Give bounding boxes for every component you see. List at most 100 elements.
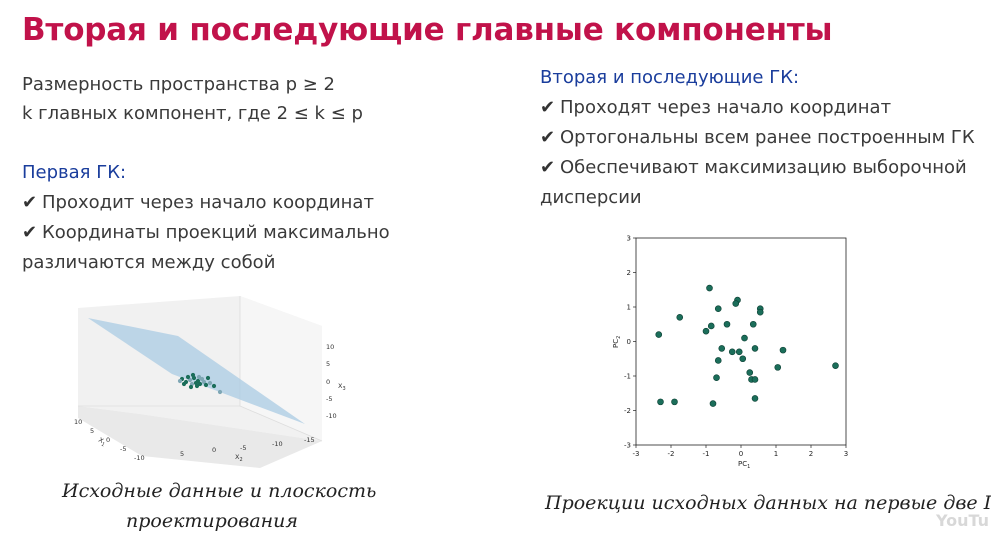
later-pc-item-2-text: Ортогональны всем ранее построенным ГК <box>560 127 975 148</box>
y-tick-label: -3 <box>624 442 631 450</box>
z-tick: -10 <box>326 412 337 420</box>
point-3d <box>181 381 187 387</box>
floor-pane <box>78 406 322 468</box>
data-point <box>707 322 715 330</box>
data-point <box>714 357 722 364</box>
dimension-text: Размерность пространства p ≥ 2 <box>22 74 335 95</box>
y-tick-label: -1 <box>624 373 631 381</box>
y-tick-label: -2 <box>624 407 631 415</box>
x-axis-label: PC1 <box>738 460 750 470</box>
x-tick-label: 3 <box>844 450 848 458</box>
data-point <box>746 369 754 376</box>
data-points <box>655 284 839 407</box>
x-tick-label: -2 <box>668 450 675 458</box>
point-3d <box>194 383 200 389</box>
data-point <box>749 320 757 328</box>
first-pc-item-2-text: Координаты проекций максимально <box>42 222 390 243</box>
later-pc-item-1-text: Проходят через начало координат <box>560 97 892 118</box>
first-pc-item-2-cont: различаются между собой <box>22 252 276 273</box>
components-count-text: k главных компонент, где 2 ≤ k ≤ p <box>22 103 363 124</box>
data-point <box>741 334 748 342</box>
data-point <box>671 398 678 406</box>
point-3d <box>205 375 211 381</box>
page-title: Вторая и последующие главные компоненты <box>22 12 833 48</box>
z-axis-label: X3 <box>338 382 346 392</box>
later-pc-item-2: ✔ Ортогональны всем ранее построенным ГК <box>540 123 975 153</box>
data-point <box>735 348 743 356</box>
point-3d <box>197 381 203 387</box>
x1-tick: 5 <box>90 427 94 435</box>
x1-tick: 0 <box>106 436 110 444</box>
check-icon: ✔ <box>22 222 38 243</box>
projection-plane <box>88 318 305 424</box>
youtube-watermark: YouTu <box>935 511 989 530</box>
x1-tick: -5 <box>120 445 126 453</box>
projection-plane-3d-plot: 10 5 0 -5 -10 X3 5 0 -5 -10 -15 X2 10 5 … <box>74 296 346 468</box>
point-3d <box>177 378 183 384</box>
x-tick-label: 2 <box>809 450 813 458</box>
data-point <box>709 400 717 407</box>
data-point <box>739 355 747 363</box>
y-tick-label: 2 <box>627 269 631 277</box>
check-icon: ✔ <box>540 127 556 148</box>
point-3d <box>201 379 207 385</box>
z-tick: -5 <box>326 395 332 403</box>
x2-tick: -10 <box>272 440 283 448</box>
data-point <box>832 362 839 369</box>
x-tick-label: -3 <box>633 450 640 458</box>
x-tick-label: 1 <box>774 450 778 458</box>
data-point <box>702 327 710 335</box>
point-3d <box>188 384 194 390</box>
x2-tick: -5 <box>240 444 246 452</box>
data-point <box>657 398 664 406</box>
point-3d <box>185 374 191 380</box>
y-ticks: -3 -2 -1 0 1 2 3 <box>624 235 636 450</box>
points-3d <box>177 372 223 395</box>
y-tick-label: 0 <box>627 338 631 346</box>
y-tick-label: 3 <box>627 235 631 243</box>
point-3d <box>187 377 193 383</box>
x2-tick: 0 <box>212 446 216 454</box>
data-point <box>751 376 759 383</box>
z-tick: 0 <box>326 378 330 386</box>
check-icon: ✔ <box>540 97 556 118</box>
data-point <box>751 345 759 352</box>
x2-axis-label: X2 <box>235 453 243 463</box>
pc-projection-scatter: -3 -2 -1 0 1 2 3 -3 -2 -1 0 1 2 3 PC1 PC2 <box>612 235 848 471</box>
later-pc-item-3-text: Обеспечивают максимизацию выборочной <box>560 157 967 178</box>
y-tick-label: 1 <box>627 304 631 312</box>
z-tick: 5 <box>326 360 330 368</box>
check-icon: ✔ <box>540 157 556 178</box>
x-tick-label: -1 <box>703 450 710 458</box>
point-3d <box>211 383 217 389</box>
right-caption: Проекции исходных данных на первые две Г… <box>545 492 991 514</box>
point-3d <box>190 372 196 378</box>
data-point <box>756 308 764 316</box>
point-3d <box>207 380 213 386</box>
first-pc-item-1-text: Проходит через начало координат <box>42 192 374 213</box>
data-point <box>706 284 713 292</box>
later-pc-heading: Вторая и последующие ГК: <box>540 67 800 88</box>
data-point <box>655 331 663 338</box>
point-3d <box>199 376 205 382</box>
check-icon: ✔ <box>22 192 38 213</box>
later-pc-item-3-cont: дисперсии <box>540 187 642 208</box>
x-tick-label: 0 <box>739 450 743 458</box>
x-ticks: -3 -2 -1 0 1 2 3 <box>633 445 848 458</box>
first-pc-item-1: ✔ Проходит через начало координат <box>22 188 374 218</box>
point-3d <box>196 374 202 380</box>
data-point <box>779 346 787 354</box>
plot-frame <box>635 237 847 446</box>
first-pc-item-2: ✔ Координаты проекций максимально <box>22 218 390 248</box>
point-3d <box>217 389 223 395</box>
y-axis-label: PC2 <box>612 336 622 348</box>
x2-tick: -15 <box>304 436 315 444</box>
data-point <box>714 305 722 313</box>
x1-axis-label: X1 <box>96 436 108 448</box>
data-point <box>713 374 720 382</box>
first-pc-heading: Первая ГК: <box>22 162 127 183</box>
data-point <box>728 348 736 356</box>
x1-tick: -10 <box>134 454 145 462</box>
x2-tick: 5 <box>180 450 184 458</box>
z-tick: 10 <box>326 343 334 351</box>
